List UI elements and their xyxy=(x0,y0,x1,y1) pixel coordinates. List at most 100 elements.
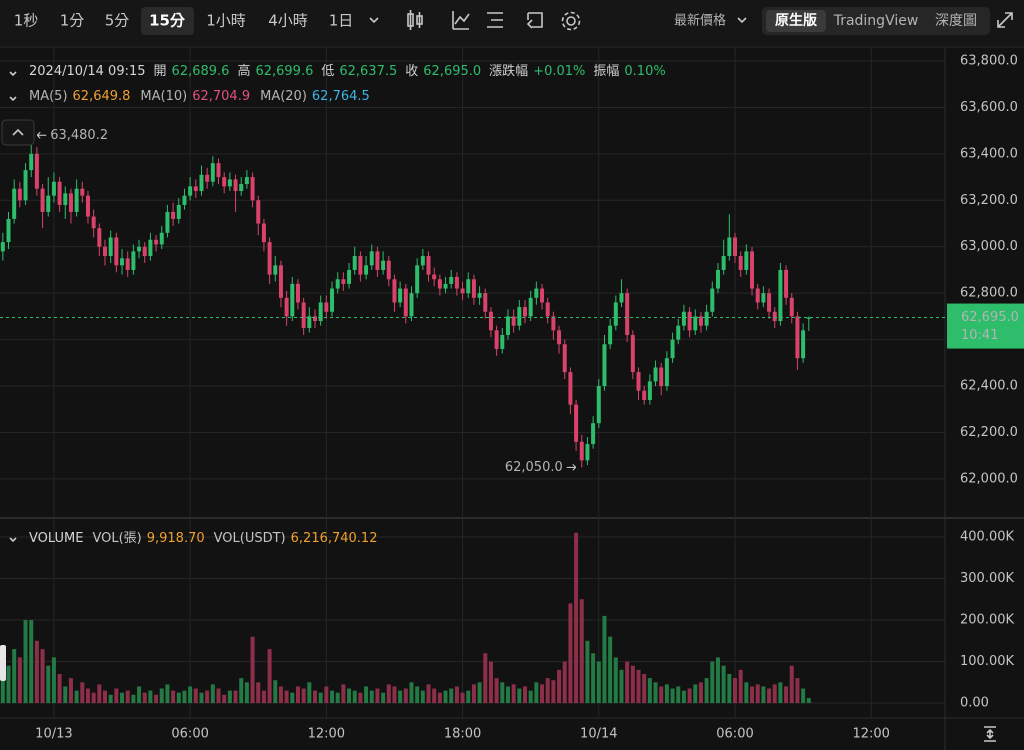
volume-bar xyxy=(165,684,170,704)
x-tick-label: 12:00 xyxy=(852,727,889,742)
y-tick-label: 63,200.0 xyxy=(960,193,1018,208)
volume-bar xyxy=(403,688,408,704)
candle-body xyxy=(483,293,488,312)
interval-button[interactable]: 1分 xyxy=(60,12,85,30)
volume-legend-value: 9,918.70 xyxy=(147,531,205,546)
info-value: 62,637.5 xyxy=(339,64,397,79)
candle-body xyxy=(176,204,181,219)
volume-bar xyxy=(432,688,437,704)
volume-bar xyxy=(182,690,187,704)
volume-bar xyxy=(108,694,113,704)
interval-button[interactable]: 15分 xyxy=(149,12,186,30)
candle-body xyxy=(17,188,22,201)
more-intervals[interactable] xyxy=(369,17,379,24)
candle-body xyxy=(517,307,522,326)
view-tab[interactable]: 深度圖 xyxy=(935,13,977,29)
candle-body xyxy=(715,269,720,289)
volume-bar xyxy=(216,688,221,704)
interval-button[interactable]: 5分 xyxy=(105,12,130,30)
volume-bar xyxy=(613,657,618,704)
volume-bar xyxy=(97,684,102,704)
volume-bar xyxy=(721,665,726,704)
candle-body xyxy=(557,330,562,345)
volume-bar xyxy=(449,688,454,704)
candle-body xyxy=(721,256,726,270)
ma-info: MA(5) 62,649.8 MA(10) 62,704.9 MA(20) 62,764.… xyxy=(29,89,370,104)
candle-body xyxy=(755,288,760,303)
active-view-bg xyxy=(766,10,826,32)
interval-button[interactable]: 4小時 xyxy=(268,12,308,30)
ma-label: MA(20) xyxy=(260,89,307,104)
candle-body xyxy=(301,302,306,329)
y-tick-label: 62,800.0 xyxy=(960,286,1018,301)
volume-bar xyxy=(171,690,176,704)
volume-bar xyxy=(755,684,760,704)
x-tick-label: 18:00 xyxy=(444,727,481,742)
volume-bar xyxy=(222,694,227,704)
candle-body xyxy=(205,174,210,182)
volume-bar xyxy=(352,690,357,704)
settings-icon-gear[interactable] xyxy=(561,11,581,31)
candle-body xyxy=(761,293,766,303)
candle-body xyxy=(426,256,431,275)
volume-bar xyxy=(795,678,800,704)
indicator-icon[interactable] xyxy=(452,11,470,30)
price-mode-select[interactable]: 最新價格 xyxy=(674,13,726,29)
side-handle[interactable] xyxy=(0,645,6,681)
volume-bar xyxy=(307,682,312,704)
price-mode-chevron[interactable] xyxy=(737,17,747,24)
volume-bar xyxy=(142,692,147,704)
ma-toggle[interactable] xyxy=(9,96,17,102)
fullscreen-icon[interactable] xyxy=(997,12,1013,28)
candle-body xyxy=(369,251,374,266)
interval-button[interactable]: 1秒 xyxy=(14,12,39,30)
volume-bar xyxy=(347,688,352,704)
volume-bar xyxy=(528,690,533,704)
volume-bar xyxy=(483,653,488,704)
candle-body xyxy=(381,260,386,270)
candle-body xyxy=(585,444,590,461)
candle-body xyxy=(159,232,164,245)
candle-body xyxy=(630,334,635,373)
view-tab[interactable]: TradingView xyxy=(833,13,919,29)
volume-bar xyxy=(386,684,391,704)
candle-body xyxy=(114,237,119,266)
collapse-button[interactable] xyxy=(1,119,35,146)
volume-bar xyxy=(511,684,516,704)
info-toggle[interactable] xyxy=(9,71,17,77)
candle-body xyxy=(591,423,596,445)
volume-bar xyxy=(57,674,62,704)
candle-body xyxy=(806,317,811,319)
y-tick-label: 400.00K xyxy=(960,530,1014,545)
volume-bar xyxy=(341,684,346,704)
candle-body xyxy=(103,246,107,257)
settings-icon[interactable] xyxy=(566,16,576,26)
info-value: 0.10% xyxy=(624,64,665,79)
candle-body xyxy=(443,283,448,289)
candle-body xyxy=(659,367,664,387)
collapse-icon[interactable] xyxy=(12,128,24,136)
volume-toggle[interactable] xyxy=(9,537,17,543)
view-tab[interactable]: 原生版 xyxy=(775,12,818,29)
candle-body xyxy=(278,265,283,298)
volume-bar xyxy=(120,692,125,704)
interval-button[interactable]: 1小時 xyxy=(206,12,246,30)
volume-bar xyxy=(290,692,295,704)
candle-body xyxy=(801,330,806,359)
candle-body xyxy=(108,237,113,257)
volume-bar xyxy=(698,682,703,704)
candle-type-icon[interactable] xyxy=(407,10,423,30)
scale-icon[interactable] xyxy=(984,726,996,742)
volume-bar xyxy=(261,690,266,704)
interval-button[interactable]: 1日 xyxy=(329,12,354,30)
volume-bar xyxy=(545,678,550,704)
candle-body xyxy=(432,274,437,280)
candle-body xyxy=(772,311,777,322)
volume-bar xyxy=(557,669,562,704)
max-label: 63,480.2 xyxy=(50,128,108,143)
candle-body xyxy=(574,404,579,442)
settings-list-icon[interactable] xyxy=(487,12,503,28)
layout-icon[interactable] xyxy=(526,12,543,29)
volume-bar xyxy=(46,665,51,704)
volume-bar xyxy=(772,684,777,704)
